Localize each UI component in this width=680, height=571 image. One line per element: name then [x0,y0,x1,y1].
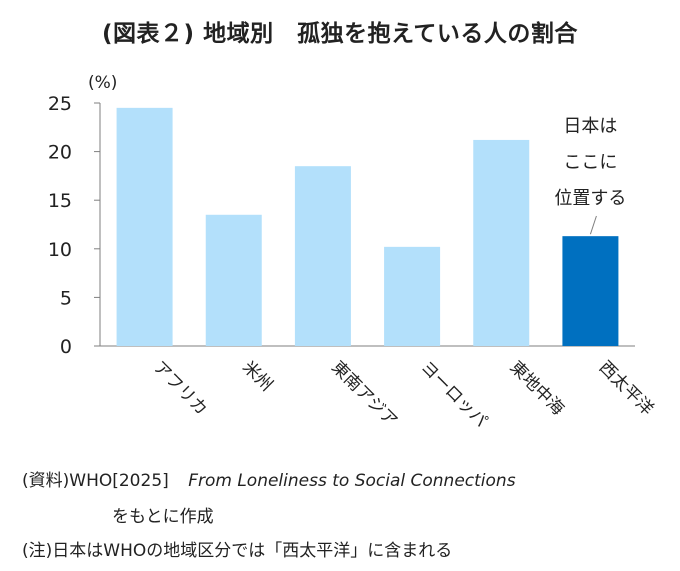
bar-chart: (%) 0 5 10 15 20 25 アフリカ 米州 東南アジア ヨーロッパ 東地中海 西太平洋 日本は… [48,73,657,432]
bar [473,139,530,346]
bar [562,236,619,346]
y-tick-label: 15 [48,190,72,212]
x-tick-label: 西太平洋 [595,357,657,419]
x-tick-label: 東南アジア [327,357,401,431]
annotation-line: 日本は [563,116,617,137]
chart-title: (図表２) 地域別 孤独を抱えている人の割合 [102,21,578,47]
annotation-line: 位置する [554,188,626,209]
x-tick-label: 米州 [238,357,276,395]
annotation-line: ここに [563,152,617,173]
footnote: (注)日本はWHOの地域区分では「西太平洋」に含まれる [22,541,453,561]
source-label: (資料)WHO[2025] [22,471,169,491]
y-unit-label: (%) [88,73,117,93]
y-tick-label: 0 [60,336,72,358]
annotation-leader [589,215,597,235]
bar [384,246,441,346]
source-line: (資料)WHO[2025] From Loneliness to Social … [22,470,516,492]
x-tick-label: アフリカ [149,357,211,419]
y-tick-label: 25 [48,93,72,115]
bar [116,107,173,346]
source-work-title: From Loneliness to Social Connections [188,471,516,491]
x-tick-label: 東地中海 [506,357,568,419]
source-suffix: をもとに作成 [112,507,214,527]
y-tick-label: 20 [48,142,72,164]
x-tick-label: ヨーロッパ [417,357,491,431]
bar [205,214,262,346]
y-tick-label: 10 [48,239,72,261]
bar [294,166,351,346]
y-tick-label: 5 [60,287,72,309]
